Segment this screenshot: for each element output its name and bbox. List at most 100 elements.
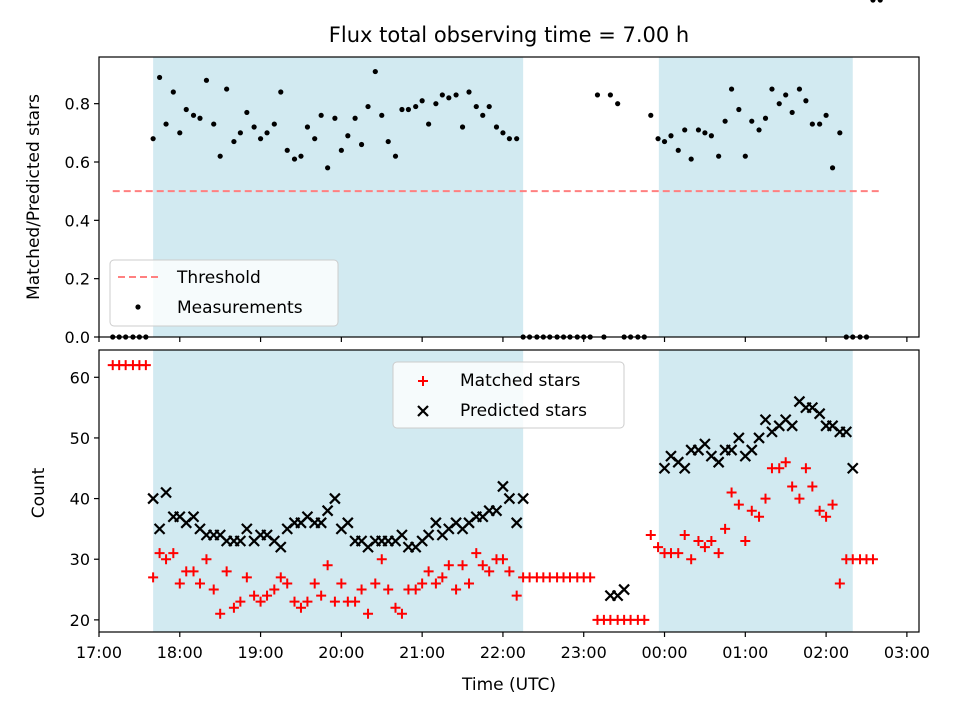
legend-threshold-label: Threshold <box>176 268 261 288</box>
count-series-plus <box>108 360 878 625</box>
ratio-measurement-point <box>419 98 425 104</box>
ratio-measurement-point <box>817 121 823 127</box>
ratio-measurement-point <box>224 86 230 92</box>
x-tick-label: 02:00 <box>803 643 849 662</box>
x-tick-label: 20:00 <box>318 643 364 662</box>
count-y-tick-label: 60 <box>70 368 90 387</box>
count-matched-point <box>800 463 811 474</box>
count-predicted-point <box>678 462 691 475</box>
count-matched-point <box>834 578 845 589</box>
ratio-measurement-point <box>796 86 803 92</box>
ratio-measurement-point <box>682 127 688 133</box>
ratio-measurement-point <box>318 112 324 118</box>
ratio-measurement-point <box>480 112 486 118</box>
legend-predicted-label: Predicted stars <box>460 401 587 421</box>
legend-box <box>109 259 339 327</box>
count-matched-point <box>693 536 704 547</box>
count-predicted-point <box>745 444 758 456</box>
count-matched-point <box>168 548 179 559</box>
x-tick-label: 03:00 <box>884 643 930 662</box>
count-predicted-point <box>510 517 523 529</box>
count-matched-point <box>154 548 165 559</box>
ratio-measurement-point <box>473 103 479 110</box>
ratio-y-tick-label: 0.2 <box>65 270 90 289</box>
count-matched-point <box>275 572 286 583</box>
count-legend: Matched stars Predicted stars <box>392 361 625 429</box>
ratio-measurement-point <box>870 0 876 3</box>
ratio-measurement-point <box>877 0 883 3</box>
ratio-measurement-point <box>486 103 492 110</box>
count-predicted-point <box>658 462 671 475</box>
ratio-measurement-point <box>722 118 728 124</box>
count-matched-point <box>780 457 791 468</box>
ratio-measurement-point <box>325 165 331 171</box>
ratio-measurement-point <box>379 112 385 118</box>
ratio-measurement-point <box>183 106 189 113</box>
ratio-measurement-point <box>459 124 466 130</box>
count-matched-point <box>464 578 475 589</box>
count-y-tick-label: 20 <box>70 611 90 630</box>
count-predicted-point <box>725 444 738 456</box>
ratio-measurement-point <box>271 121 277 127</box>
count-matched-point <box>316 590 327 601</box>
count-matched-point <box>188 566 199 577</box>
ratio-y-tick-label: 0.8 <box>65 95 90 114</box>
count-matched-point <box>437 572 448 583</box>
ratio-measurement-point <box>809 121 815 127</box>
x-tick-label: 19:00 <box>238 643 284 662</box>
ratio-measurement-point <box>358 141 365 148</box>
count-matched-point <box>148 572 159 583</box>
ratio-measurement-point <box>251 124 257 130</box>
ratio-panel: 0.0 0.2 0.4 0.6 0.8 Threshold Measurements <box>65 0 920 347</box>
ratio-series-dot <box>110 0 883 340</box>
count-predicted-point <box>753 432 765 444</box>
count-matched-point <box>497 554 508 565</box>
ratio-measurement-point <box>433 101 439 107</box>
x-tick-label: 01:00 <box>722 643 768 662</box>
x-tick-label: 21:00 <box>399 643 445 662</box>
ratio-measurement-point <box>197 115 203 121</box>
count-matched-point <box>140 360 151 371</box>
count-matched-point <box>733 499 744 510</box>
count-matched-point <box>282 578 293 589</box>
count-matched-point <box>639 614 650 625</box>
ratio-measurement-point <box>385 138 391 145</box>
count-matched-point <box>329 596 340 607</box>
count-observing-window-1 <box>658 350 853 632</box>
ratio-measurement-point <box>426 121 432 127</box>
count-matched-point <box>794 493 805 504</box>
ratio-measurement-point <box>756 127 762 133</box>
count-matched-point <box>215 608 226 619</box>
count-matched-point <box>679 529 690 540</box>
ratio-measurement-point <box>829 165 836 171</box>
ratio-measurement-point <box>702 130 708 136</box>
ratio-measurement-point <box>655 136 661 142</box>
ratio-plot-frame <box>98 56 920 338</box>
count-matched-point <box>814 505 825 516</box>
ratio-measurement-point <box>789 109 795 116</box>
ratio-measurement-point <box>244 109 250 116</box>
count-matched-point <box>208 584 219 595</box>
count-predicted-point <box>490 504 503 517</box>
x-axis-label: Time (UTC) <box>461 675 556 695</box>
count-y-tick-label: 40 <box>70 490 90 509</box>
ratio-measurement-point <box>203 77 210 83</box>
legend-predicted-swatch <box>417 405 429 417</box>
count-predicted-point <box>329 492 341 505</box>
ratio-measurement-point <box>742 153 748 159</box>
count-matched-point <box>457 560 468 571</box>
ratio-measurement-point <box>237 130 243 136</box>
count-matched-point <box>221 566 232 577</box>
count-matched-point <box>350 596 361 607</box>
count-matched-point <box>504 566 515 577</box>
count-predicted-point <box>712 456 725 468</box>
ratio-measurement-point <box>177 130 183 136</box>
count-matched-point <box>383 584 394 595</box>
count-matched-point <box>241 572 252 583</box>
legend-measurement-swatch <box>135 304 141 310</box>
count-matched-point <box>410 584 421 595</box>
count-predicted-point <box>422 529 435 541</box>
count-matched-point <box>417 578 428 589</box>
count-matched-point <box>390 602 401 613</box>
count-matched-point <box>161 554 172 565</box>
